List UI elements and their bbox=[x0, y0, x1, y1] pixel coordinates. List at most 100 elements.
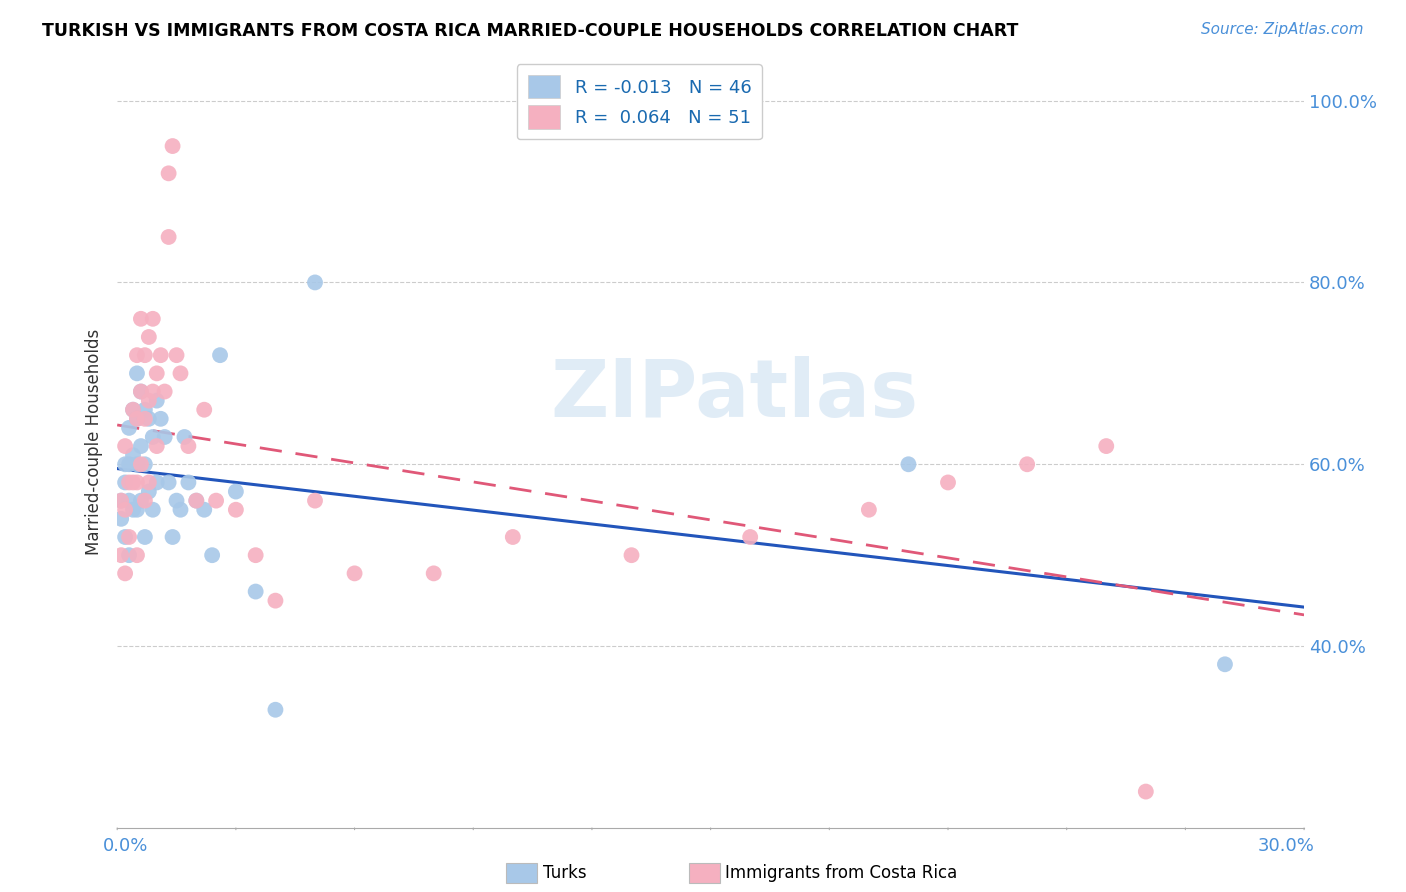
Point bbox=[118, 421, 141, 435]
Point bbox=[142, 311, 165, 326]
Point bbox=[173, 430, 195, 444]
Point bbox=[193, 502, 215, 516]
Point bbox=[122, 402, 145, 417]
Point bbox=[169, 367, 191, 381]
Text: Immigrants from Costa Rica: Immigrants from Costa Rica bbox=[725, 864, 957, 882]
Y-axis label: Married-couple Households: Married-couple Households bbox=[86, 328, 103, 555]
Point bbox=[264, 703, 287, 717]
Point bbox=[1017, 457, 1039, 471]
Point bbox=[118, 530, 141, 544]
Text: TURKISH VS IMMIGRANTS FROM COSTA RICA MARRIED-COUPLE HOUSEHOLDS CORRELATION CHAR: TURKISH VS IMMIGRANTS FROM COSTA RICA MA… bbox=[42, 22, 1018, 40]
Point bbox=[145, 475, 167, 490]
Point bbox=[134, 530, 156, 544]
Point bbox=[118, 457, 141, 471]
Point bbox=[138, 484, 160, 499]
Point bbox=[114, 566, 136, 581]
Point bbox=[138, 412, 160, 426]
Point bbox=[157, 230, 180, 244]
Point bbox=[1095, 439, 1118, 453]
Point bbox=[225, 502, 247, 516]
Point bbox=[740, 530, 762, 544]
Point bbox=[114, 457, 136, 471]
Point bbox=[166, 348, 188, 362]
Point bbox=[114, 530, 136, 544]
Point bbox=[145, 439, 167, 453]
Point bbox=[1135, 784, 1157, 798]
Point bbox=[142, 384, 165, 399]
Point bbox=[162, 530, 184, 544]
Point bbox=[166, 493, 188, 508]
Legend: R = -0.013   N = 46, R =  0.064   N = 51: R = -0.013 N = 46, R = 0.064 N = 51 bbox=[517, 64, 762, 139]
Point bbox=[118, 548, 141, 562]
Point bbox=[110, 493, 132, 508]
Point bbox=[114, 475, 136, 490]
Point bbox=[245, 584, 267, 599]
Point bbox=[245, 548, 267, 562]
Point bbox=[186, 493, 208, 508]
Point bbox=[201, 548, 224, 562]
Point bbox=[110, 548, 132, 562]
Point bbox=[122, 502, 145, 516]
Point bbox=[177, 439, 200, 453]
Point bbox=[125, 475, 148, 490]
Point bbox=[157, 166, 180, 180]
Point bbox=[129, 439, 152, 453]
Point bbox=[145, 393, 167, 408]
Text: Turks: Turks bbox=[543, 864, 586, 882]
Point bbox=[118, 475, 141, 490]
Point bbox=[149, 412, 172, 426]
Point bbox=[134, 457, 156, 471]
Point bbox=[264, 593, 287, 607]
Point bbox=[205, 493, 228, 508]
Point bbox=[129, 384, 152, 399]
Point bbox=[304, 276, 326, 290]
Point bbox=[225, 484, 247, 499]
Point bbox=[129, 311, 152, 326]
Point bbox=[125, 412, 148, 426]
Point bbox=[193, 402, 215, 417]
Point bbox=[209, 348, 232, 362]
Point bbox=[125, 367, 148, 381]
Point bbox=[169, 502, 191, 516]
Point bbox=[186, 493, 208, 508]
Point bbox=[138, 330, 160, 344]
Point bbox=[149, 348, 172, 362]
Point bbox=[125, 348, 148, 362]
Point bbox=[422, 566, 444, 581]
Point bbox=[134, 412, 156, 426]
Point bbox=[858, 502, 880, 516]
Point bbox=[134, 348, 156, 362]
Point bbox=[138, 475, 160, 490]
Point bbox=[129, 457, 152, 471]
Point bbox=[142, 502, 165, 516]
Point bbox=[157, 475, 180, 490]
Point bbox=[125, 548, 148, 562]
Point bbox=[125, 502, 148, 516]
Text: 30.0%: 30.0% bbox=[1258, 837, 1315, 855]
Point bbox=[145, 367, 167, 381]
Point bbox=[343, 566, 366, 581]
Point bbox=[110, 512, 132, 526]
Point bbox=[122, 448, 145, 462]
Point bbox=[114, 502, 136, 516]
Text: ZIPatlas: ZIPatlas bbox=[550, 356, 918, 434]
Point bbox=[138, 393, 160, 408]
Point bbox=[153, 430, 176, 444]
Point bbox=[162, 139, 184, 153]
Point bbox=[118, 493, 141, 508]
Text: Source: ZipAtlas.com: Source: ZipAtlas.com bbox=[1201, 22, 1364, 37]
Point bbox=[122, 402, 145, 417]
Point bbox=[129, 493, 152, 508]
Point bbox=[114, 439, 136, 453]
Point bbox=[125, 457, 148, 471]
Point bbox=[110, 493, 132, 508]
Point bbox=[129, 384, 152, 399]
Point bbox=[620, 548, 643, 562]
Point bbox=[304, 493, 326, 508]
Point bbox=[134, 493, 156, 508]
Point bbox=[1213, 657, 1236, 672]
Point bbox=[142, 430, 165, 444]
Point bbox=[936, 475, 959, 490]
Point bbox=[502, 530, 524, 544]
Point bbox=[122, 475, 145, 490]
